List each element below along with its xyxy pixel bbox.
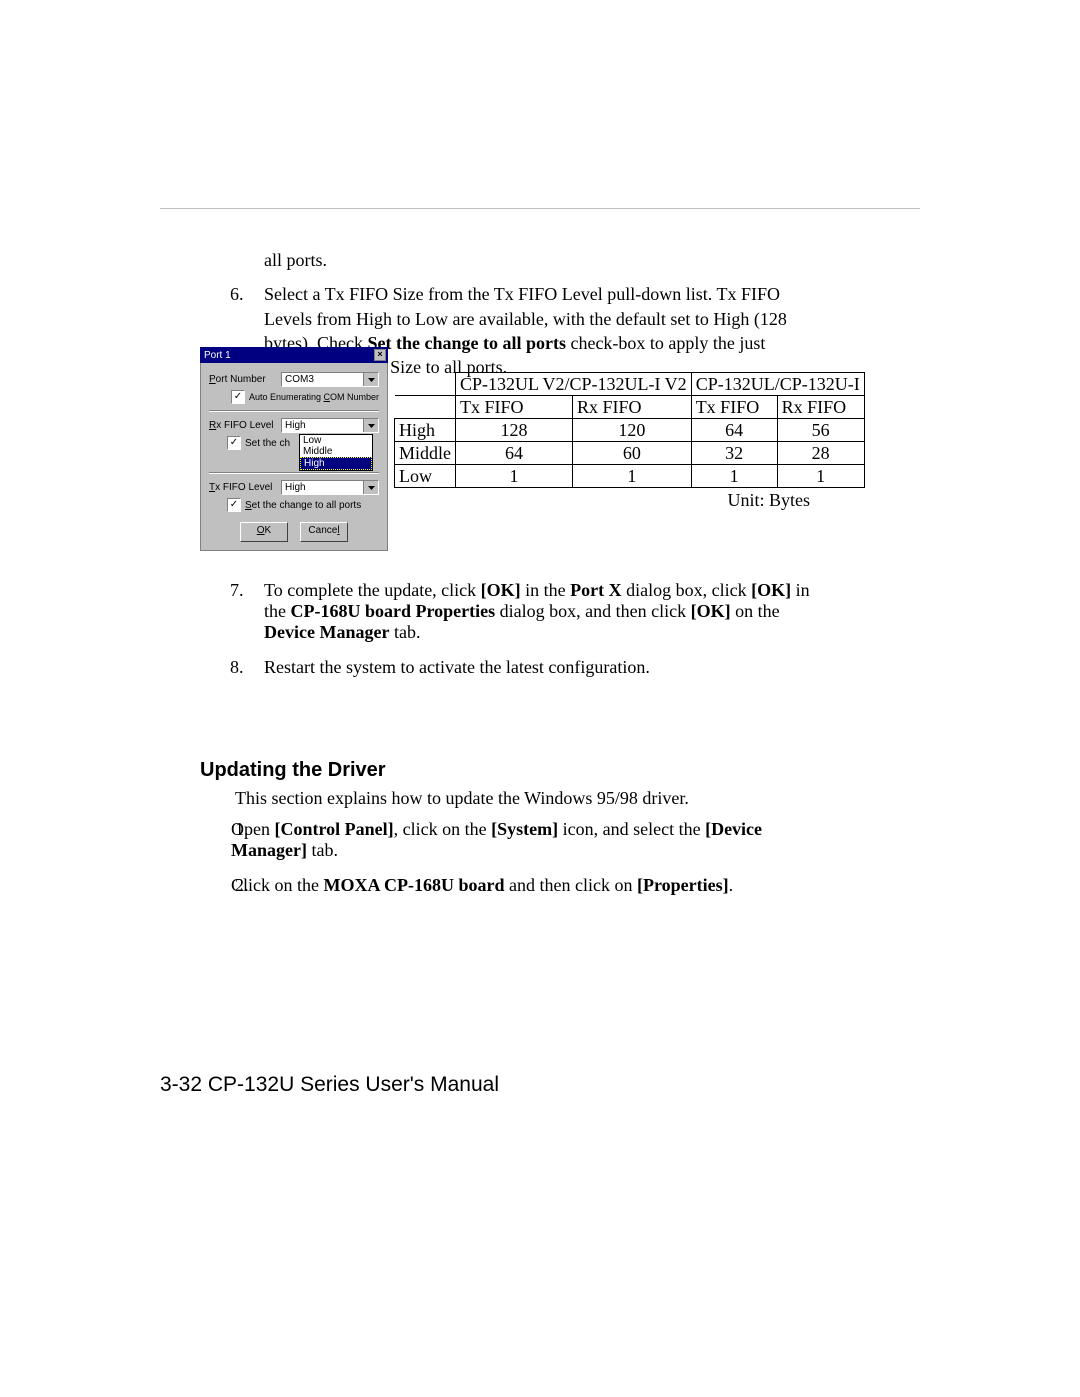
fifo-cell: 1 bbox=[777, 465, 864, 488]
cancel-button[interactable]: Cancel bbox=[300, 522, 348, 542]
dropdown-option-low[interactable]: Low bbox=[300, 435, 372, 446]
fifo-cell: 28 bbox=[777, 442, 864, 465]
tx-fifo-value: High bbox=[285, 482, 306, 493]
fifo-header-group-2: CP-132UL/CP-132U-I bbox=[691, 373, 864, 396]
step-8-num: 8. bbox=[230, 657, 244, 678]
section-body: This section explains how to update the … bbox=[235, 788, 810, 910]
tx-set-change-checkbox[interactable]: ✓ bbox=[227, 498, 241, 512]
fifo-subheader: Tx FIFO bbox=[691, 396, 777, 419]
fifo-table: CP-132UL V2/CP-132UL-I V2 CP-132UL/CP-13… bbox=[394, 372, 865, 488]
fifo-cell: 1 bbox=[456, 465, 573, 488]
tx-fifo-select[interactable]: High bbox=[281, 480, 379, 495]
fifo-cell: 56 bbox=[777, 419, 864, 442]
dropdown-option-middle[interactable]: Middle bbox=[300, 446, 372, 457]
fifo-row-label: Low bbox=[395, 465, 456, 488]
rx-fifo-label: Rx FIFO Level bbox=[209, 420, 281, 431]
steps-7-8: 7. To complete the update, click [OK] in… bbox=[200, 580, 810, 692]
chevron-down-icon bbox=[363, 373, 378, 386]
step-7-num: 7. bbox=[230, 580, 244, 601]
port-dialog: Port 1 × Port Number COM3 ✓ Auto Enumera… bbox=[200, 347, 388, 551]
fifo-cell: 120 bbox=[573, 419, 692, 442]
fifo-subheader: Tx FIFO bbox=[456, 396, 573, 419]
driver-step-2-num: 2. bbox=[235, 875, 249, 896]
fifo-subheader: Rx FIFO bbox=[777, 396, 864, 419]
port-number-value: COM3 bbox=[285, 374, 314, 385]
fifo-cell: 1 bbox=[691, 465, 777, 488]
page-footer: 3-32 CP-132U Series User's Manual bbox=[160, 1073, 499, 1097]
close-icon[interactable]: × bbox=[374, 349, 386, 361]
fifo-header-group-1: CP-132UL V2/CP-132UL-I V2 bbox=[456, 373, 692, 396]
dropdown-option-high[interactable]: High bbox=[300, 457, 372, 470]
rx-set-change-checkbox[interactable]: ✓ bbox=[227, 436, 241, 450]
fifo-table-block: CP-132UL V2/CP-132UL-I V2 CP-132UL/CP-13… bbox=[394, 372, 810, 511]
chevron-down-icon bbox=[363, 481, 378, 494]
step-6-num: 6. bbox=[230, 282, 244, 306]
step-6-bold: Set the change to all ports bbox=[367, 333, 565, 353]
fifo-cell: 32 bbox=[691, 442, 777, 465]
chevron-down-icon bbox=[363, 419, 378, 432]
port-number-select[interactable]: COM3 bbox=[281, 372, 379, 387]
rx-set-change-partial: Set the ch bbox=[245, 438, 290, 449]
section-intro: This section explains how to update the … bbox=[235, 788, 810, 809]
rx-fifo-dropdown-list[interactable]: Low Middle High bbox=[299, 434, 373, 471]
page: all ports. 6. Select a Tx FIFO Size from… bbox=[0, 0, 1080, 1397]
fifo-row-label: High bbox=[395, 419, 456, 442]
top-divider bbox=[160, 208, 920, 209]
auto-enum-label: Auto Enumerating COM Number bbox=[249, 392, 379, 402]
step-8: 8. Restart the system to activate the la… bbox=[200, 657, 810, 678]
rx-fifo-value: High bbox=[285, 420, 306, 431]
intro-text: all ports. bbox=[200, 248, 810, 272]
auto-enum-checkbox[interactable]: ✓ bbox=[231, 390, 245, 404]
port-number-label: Port Number bbox=[209, 374, 281, 385]
fifo-row-label: Middle bbox=[395, 442, 456, 465]
fifo-cell: 128 bbox=[456, 419, 573, 442]
dialog-titlebar: Port 1 × bbox=[200, 347, 388, 363]
dialog-title: Port 1 bbox=[204, 350, 231, 361]
step-7: 7. To complete the update, click [OK] in… bbox=[200, 580, 810, 643]
fifo-cell: 64 bbox=[691, 419, 777, 442]
tx-fifo-label: Tx FIFO Level bbox=[209, 482, 281, 493]
driver-step-1-num: 1. bbox=[235, 819, 249, 840]
step-8-text: Restart the system to activate the lates… bbox=[264, 657, 650, 677]
driver-step-2: 2. Click on the MOXA CP-168U board and t… bbox=[235, 875, 810, 896]
unit-note: Unit: Bytes bbox=[394, 490, 810, 511]
tx-set-change-label: Set the change to all ports bbox=[245, 500, 361, 511]
table-row: High 128 120 64 56 bbox=[395, 419, 865, 442]
rx-fifo-select[interactable]: High bbox=[281, 418, 379, 433]
fifo-cell: 1 bbox=[573, 465, 692, 488]
fifo-subheader: Rx FIFO bbox=[573, 396, 692, 419]
driver-step-1: 1. Open [Control Panel], click on the [S… bbox=[235, 819, 810, 861]
table-row: Middle 64 60 32 28 bbox=[395, 442, 865, 465]
fifo-cell: 60 bbox=[573, 442, 692, 465]
ok-button[interactable]: OK bbox=[240, 522, 288, 542]
table-row: Low 1 1 1 1 bbox=[395, 465, 865, 488]
section-heading: Updating the Driver bbox=[200, 759, 386, 782]
fifo-cell: 64 bbox=[456, 442, 573, 465]
